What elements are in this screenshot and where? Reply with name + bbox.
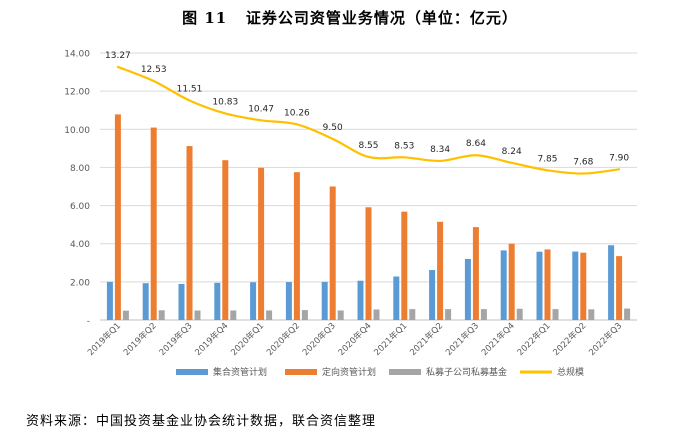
y-tick-label: 12.00 [64, 88, 90, 98]
x-tick-label: 2021年Q1 [372, 320, 410, 358]
x-tick-label: 2020年Q4 [336, 320, 374, 358]
x-tick-label: 2022年Q2 [551, 320, 589, 358]
figure-title: 图 11 证券公司资管业务情况（单位：亿元） [182, 9, 518, 27]
bar-targeted [365, 207, 372, 320]
total-data-label: 10.83 [212, 97, 238, 107]
total-data-label: 11.51 [177, 84, 203, 94]
bar-targeted [114, 114, 121, 320]
total-data-label: 8.53 [394, 141, 414, 151]
total-data-label: 7.85 [537, 154, 557, 164]
x-tick-label: 2019年Q1 [85, 320, 123, 358]
total-data-label: 8.24 [502, 147, 522, 157]
bar-collective [536, 251, 543, 320]
x-tick-label: 2019年Q3 [157, 320, 195, 358]
bar-targeted [186, 146, 193, 320]
x-tick-label: 2020年Q1 [229, 320, 267, 358]
bar-targeted [293, 172, 300, 320]
x-tick-label: 2021年Q2 [408, 320, 446, 358]
bar-private [445, 309, 452, 320]
bar-collective [106, 281, 113, 320]
bar-private [158, 310, 165, 320]
bar-private [266, 310, 273, 320]
total-data-label: 7.90 [609, 153, 629, 163]
y-tick-label: 10.00 [64, 126, 90, 136]
bar-collective [608, 245, 615, 320]
bar-collective [429, 270, 436, 320]
y-tick-label: 14.00 [64, 50, 90, 60]
legend-label: 私募子公司私募基金 [426, 366, 507, 378]
total-data-label: 10.26 [284, 108, 310, 118]
total-scale-line [116, 65, 621, 175]
x-tick-label: 2022年Q1 [515, 320, 553, 358]
bar-targeted [508, 243, 515, 320]
x-tick-label: 2019年Q4 [193, 320, 231, 358]
legend-swatch-collective [176, 369, 208, 375]
x-tick-label: 2021年Q4 [479, 320, 517, 358]
bar-targeted [150, 127, 157, 321]
legend-label: 集合资管计划 [213, 366, 267, 378]
bar-private [373, 309, 380, 320]
bar-private [194, 310, 201, 320]
total-data-label: 10.47 [248, 104, 274, 114]
bar-targeted [258, 167, 265, 320]
total-data-label: 8.64 [466, 139, 486, 149]
source-note: 资料来源：中国投资基金业协会统计数据，联合资信整理 [26, 414, 377, 429]
bar-private [624, 308, 631, 320]
bar-private [337, 310, 344, 320]
y-tick-label: - [87, 317, 90, 327]
x-tick-label: 2021年Q3 [443, 320, 481, 358]
y-tick-label: 4.00 [70, 240, 90, 250]
bar-targeted [437, 221, 444, 320]
bar-collective [142, 283, 149, 320]
bar-private [409, 309, 416, 320]
x-tick-label: 2019年Q2 [121, 320, 159, 358]
bar-collective [357, 280, 364, 320]
x-tick-label: 2020年Q3 [300, 320, 338, 358]
total-data-label: 13.27 [105, 51, 131, 61]
bar-private [588, 309, 595, 320]
bar-targeted [616, 256, 623, 320]
y-tick-label: 2.00 [70, 278, 90, 288]
bar-private [230, 310, 237, 320]
bar-collective [500, 250, 507, 320]
bar-collective [464, 258, 471, 320]
legend-label: 定向资管计划 [322, 366, 376, 378]
x-tick-label: 2022年Q3 [587, 320, 625, 358]
legend-swatch-private [389, 369, 421, 375]
bar-collective [214, 282, 221, 320]
bar-collective [321, 281, 328, 320]
bar-targeted [544, 249, 551, 320]
y-tick-label: 6.00 [70, 202, 90, 212]
chart-area: - 2.00 4.00 6.00 8.00 10.00 12.00 14.00 13.27 12.… [64, 50, 637, 378]
y-tick-label: 8.00 [70, 164, 90, 174]
bar-collective [393, 276, 400, 320]
total-data-label: 9.50 [323, 123, 343, 133]
bar-private [516, 308, 523, 320]
x-tick-label: 2020年Q2 [264, 320, 302, 358]
total-data-label: 8.34 [430, 145, 450, 155]
bar-collective [572, 251, 579, 320]
bar-private [480, 309, 487, 320]
bar-targeted [472, 227, 479, 320]
bar-collective [178, 283, 185, 320]
bar-targeted [401, 211, 408, 320]
bar-collective [250, 282, 257, 320]
bar-targeted [329, 186, 336, 320]
total-data-label: 12.53 [141, 65, 167, 75]
bar-private [301, 310, 308, 320]
legend-label: 总规模 [557, 366, 584, 378]
bar-collective [285, 282, 292, 320]
legend-swatch-targeted [285, 369, 317, 375]
bar-targeted [580, 252, 587, 320]
bar-private [552, 309, 559, 320]
bar-targeted [222, 160, 229, 320]
bar-private [122, 310, 129, 320]
total-data-label: 8.55 [358, 141, 378, 151]
total-data-label: 7.68 [573, 158, 593, 168]
